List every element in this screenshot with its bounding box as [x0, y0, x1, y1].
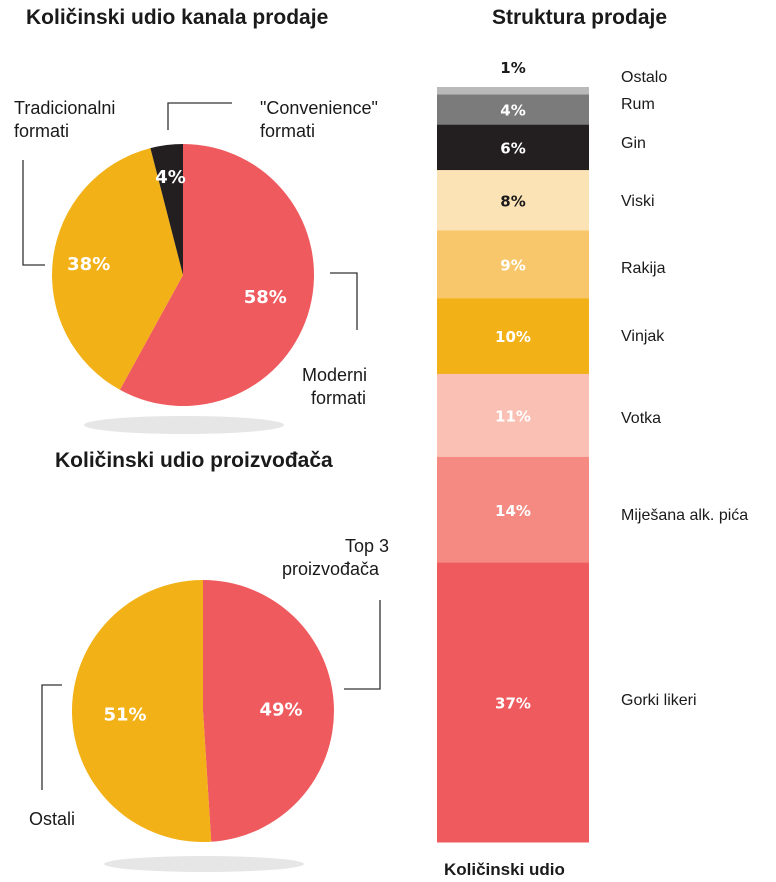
- bar-value-mije-ana-alk-pi-a: 14%: [495, 502, 531, 520]
- pie2-title: Količinski udio proizvođača: [55, 449, 333, 472]
- pie2-label-top-3-proizvo-a-a: 49%: [259, 700, 302, 721]
- label-traditional-line2: formati: [14, 121, 70, 141]
- bar-segment-votka: [437, 373, 589, 458]
- bar-value-gin: 6%: [500, 139, 525, 157]
- label-modern-line2: formati: [311, 388, 367, 408]
- bar-label-viski: Viski: [621, 193, 655, 210]
- label-top3-line2: proizvođača: [282, 559, 380, 579]
- bar-label-rum: Rum: [621, 96, 655, 113]
- pie1-slice-moderni-formati: [119, 144, 314, 406]
- pie1-slice-convenience-formati: [150, 144, 183, 275]
- bar-value-viski: 8%: [500, 192, 525, 210]
- leader-top3: [344, 600, 381, 690]
- leader-traditional: [22, 160, 45, 266]
- label-top3-line1: Top 3: [345, 536, 390, 556]
- bar-value-votka: 11%: [495, 407, 531, 425]
- pie1-shadow: [84, 416, 284, 434]
- stacked-bar: 1% 4% 6% 8% 9% 10% 11% 14% 37%: [437, 59, 589, 843]
- bar-segment-rum: [437, 94, 589, 126]
- pie1-label-moderni-formati: 58%: [244, 287, 287, 308]
- bar-title: Struktura prodaje: [492, 6, 668, 29]
- bar-label-gin: Gin: [621, 135, 646, 152]
- bar-value-rakija: 9%: [500, 256, 525, 274]
- bar-label-vinjak: Vinjak: [621, 328, 665, 345]
- leader-convenience: [167, 102, 232, 130]
- bar-segment-gorki-likeri: [437, 562, 589, 843]
- bar-value-rum: 4%: [500, 102, 525, 120]
- bar-value-gorki-likeri: 37%: [495, 694, 531, 712]
- bar-label-gorki: Gorki likeri: [621, 692, 697, 709]
- pie2-shadow: [104, 856, 304, 872]
- bar-value-vinjak: 10%: [495, 328, 531, 346]
- pie2-slice-top-3-proizvo-a-a: [203, 580, 334, 842]
- pie2-slice-ostali: [71, 580, 212, 842]
- pie1-label-tradicionalni-formati: 38%: [67, 254, 110, 275]
- label-traditional-line1: Tradicionalni: [14, 98, 116, 118]
- bar-segment-mije-ana-alk-pi-a: [437, 456, 589, 564]
- bar-segment-gin: [437, 124, 589, 171]
- pie1-slice-tradicionalni-formati: [52, 148, 183, 390]
- label-modern-line1: Moderni: [302, 365, 368, 385]
- leader-others: [41, 684, 62, 790]
- bar-value-ostalo: 1%: [500, 59, 525, 77]
- leader-modern: [330, 272, 358, 330]
- bar-segment-ostalo: [437, 87, 589, 96]
- pie1-title: Količinski udio kanala prodaje: [26, 6, 329, 29]
- pie1: 58% 38% 4%: [52, 144, 314, 406]
- pie2: 49% 51%: [71, 580, 334, 842]
- bar-segment-vinjak: [437, 298, 589, 375]
- bar-label-votka: Votka: [621, 410, 662, 427]
- label-convenience-line1: "Convenience": [260, 98, 378, 118]
- bar-label-mijesana: Miješana alk. pića: [621, 507, 749, 524]
- pie1-label-convenience-formati: 4%: [155, 167, 186, 188]
- bar-segment-viski: [437, 170, 589, 231]
- label-convenience-line2: formati: [260, 121, 316, 141]
- pie2-label-ostali: 51%: [103, 705, 146, 726]
- label-others: Ostali: [29, 809, 76, 829]
- bar-xlabel: Količinski udio: [444, 860, 565, 879]
- bar-label-rakija: Rakija: [621, 260, 666, 277]
- bar-segment-rakija: [437, 230, 589, 299]
- bar-label-ostalo: Ostalo: [621, 69, 668, 86]
